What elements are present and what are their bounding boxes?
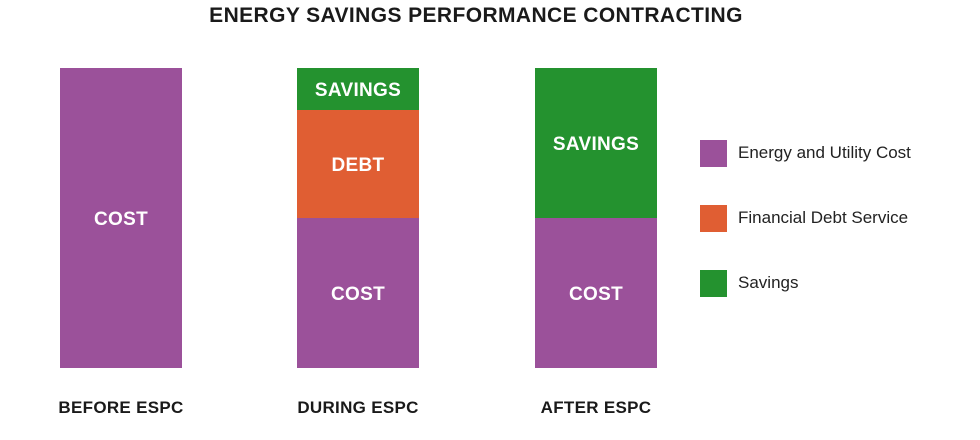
bar-segment-cost-2 <box>297 218 419 368</box>
segment-label-debt-2: DEBT <box>332 155 385 176</box>
segment-label-cost-2: COST <box>331 284 385 305</box>
legend-swatch-cost <box>700 140 727 167</box>
legend-item-savings: Savings <box>700 270 960 298</box>
category-label-2: DURING ESPC <box>297 398 418 417</box>
bar-segment-savings-2 <box>297 68 419 110</box>
legend-label-cost: Energy and Utility Cost <box>738 143 911 162</box>
segment-label-savings-3: SAVINGS <box>553 134 639 155</box>
bar-segment-savings-3 <box>535 68 657 218</box>
legend-swatch-debt <box>700 205 727 232</box>
legend-label-savings: Savings <box>738 273 799 292</box>
segment-label-cost-3: COST <box>569 284 623 305</box>
category-label-1: BEFORE ESPC <box>58 398 183 417</box>
bar-segment-cost-3 <box>535 218 657 368</box>
segment-label-savings-2: SAVINGS <box>315 80 401 101</box>
bar-segment-cost-1 <box>60 68 182 368</box>
legend-item-energy-utility-cost: Energy and Utility Cost <box>700 140 960 168</box>
legend-item-financial-debt-service: Financial Debt Service <box>700 205 960 233</box>
category-label-3: AFTER ESPC <box>541 398 652 417</box>
segment-label-cost-1: COST <box>94 209 148 230</box>
legend-swatch-savings <box>700 270 727 297</box>
legend-label-debt: Financial Debt Service <box>738 208 909 227</box>
chart-title: ENERGY SAVINGS PERFORMANCE CONTRACTING <box>209 4 743 27</box>
bar-segment-debt-2 <box>297 110 419 218</box>
